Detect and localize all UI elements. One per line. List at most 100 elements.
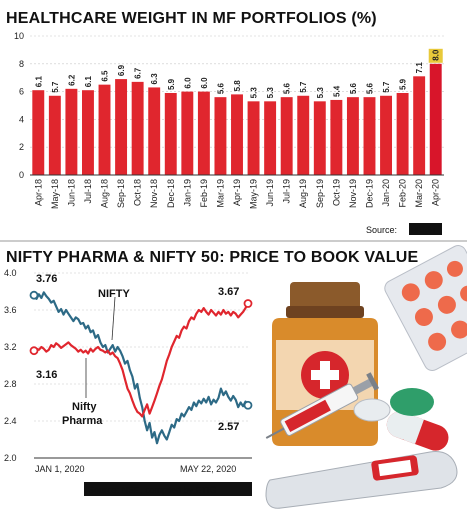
- bar-sep-18: [115, 79, 128, 175]
- series-line-nifty-pharma: [33, 302, 249, 418]
- bar-value-label-mar-19: 5.6: [216, 82, 225, 94]
- bar-value-highlight: [428, 48, 443, 63]
- nifty-start-label: 3.76: [36, 273, 57, 285]
- bar-nov-19: [346, 97, 359, 175]
- bar-x-tick-aug-19: Aug-19: [298, 179, 308, 208]
- marker-nifty-pharma-end: [243, 299, 253, 308]
- bar-x-tick-sep-19: Sep-19: [315, 179, 325, 208]
- bar-x-tick-feb-20: Feb-20: [398, 179, 408, 208]
- bar-x-tick-jan-19: Jan-19: [182, 179, 192, 207]
- brand-label: BCCL: [380, 443, 408, 454]
- bar-value-label-aug-19: 5.7: [299, 81, 308, 93]
- bar-value-label-sep-19: 5.3: [316, 87, 325, 99]
- marker-nifty-pharma-start: [29, 346, 39, 356]
- bar-feb-19: [197, 91, 210, 175]
- bar-jul-18: [81, 90, 94, 175]
- line-y-tick-2-0: 2.0: [4, 453, 17, 463]
- line-chart-markers: [29, 290, 253, 410]
- bar-x-tick-jan-20: Jan-20: [381, 179, 391, 207]
- bar-value-label-oct-19: 5.4: [332, 85, 341, 97]
- bar-chart-bars: [32, 63, 442, 175]
- bar-x-tick-nov-19: Nov-19: [348, 179, 358, 208]
- bar-value-label-may-18: 5.7: [51, 81, 60, 93]
- bar-may-19: [247, 101, 260, 175]
- bar-jun-18: [65, 88, 78, 175]
- bar-value-label-mar-20: 7.1: [415, 62, 424, 74]
- bar-value-label-may-19: 5.3: [250, 87, 259, 99]
- line-chart-title: NIFTY PHARMA & NIFTY 50: PRICE TO BOOK V…: [6, 249, 419, 266]
- bar-mar-20: [413, 76, 426, 175]
- bar-value-label-jul-19: 5.6: [283, 82, 292, 94]
- bar-x-tick-jun-18: Jun-18: [66, 179, 76, 207]
- bar-y-tick-6: 6: [19, 87, 24, 97]
- bar-chart-x-axis: Apr-18 May-18 Jun-18 Jul-18 Aug-18 Sep-18 Oct-…: [33, 179, 440, 209]
- x-end-label: MAY 22, 2020: [180, 464, 236, 474]
- tablet-icon: [353, 398, 391, 422]
- bar-value-label-dec-18: 5.9: [167, 78, 176, 90]
- line-y-tick-3-2: 3.2: [4, 342, 17, 352]
- bar-chart-value-labels: 6.1 5.7 6.2 6.1 6.5 6.9 6.7 6.3 5.9 6.0 6.0 5.6 5.8 5…: [34, 48, 443, 99]
- pharma-name-line1: Nifty: [72, 401, 97, 413]
- line-y-tick-2-8: 2.8: [4, 379, 17, 389]
- nifty-end-label: 2.57: [218, 421, 239, 433]
- bar-x-tick-feb-19: Feb-19: [199, 179, 209, 208]
- bar-feb-20: [396, 92, 409, 175]
- bar-x-tick-mar-20: Mar-20: [414, 179, 424, 208]
- bar-x-tick-dec-19: Dec-19: [364, 179, 374, 208]
- bar-sep-19: [313, 101, 326, 175]
- bar-y-tick-8: 8: [19, 59, 24, 69]
- bar-value-label-oct-18: 6.7: [134, 67, 143, 79]
- pharma-start-label: 3.16: [36, 369, 57, 381]
- bar-value-label-apr-18: 6.1: [34, 76, 43, 88]
- bar-value-label-apr-19: 5.8: [233, 80, 242, 92]
- bar-x-tick-oct-18: Oct-18: [133, 179, 143, 206]
- bar-nov-18: [148, 87, 161, 175]
- line-y-tick-4-0: 4.0: [4, 268, 17, 278]
- x-start-label: JAN 1, 2020: [35, 464, 85, 474]
- bar-value-label-jan-19: 6.0: [183, 77, 192, 89]
- bar-chart-title: HEALTHCARE WEIGHT IN MF PORTFOLIOS (%): [6, 10, 377, 27]
- bar-jun-19: [264, 101, 277, 175]
- bar-value-label-feb-20: 5.9: [399, 78, 408, 90]
- bar-aug-19: [297, 95, 310, 175]
- pharma-legend-callout: Nifty Pharma: [62, 358, 103, 427]
- medicine-illustration: BCCL: [265, 245, 467, 509]
- series-line-nifty: [33, 291, 249, 445]
- bar-x-tick-apr-20: Apr-20: [431, 179, 441, 206]
- bar-x-tick-apr-18: Apr-18: [33, 179, 43, 206]
- bar-x-tick-dec-18: Dec-18: [166, 179, 176, 208]
- bar-oct-18: [131, 81, 144, 175]
- bar-x-tick-oct-19: Oct-19: [331, 179, 341, 206]
- line-chart-grid: [34, 272, 248, 459]
- bar-apr-20: [429, 63, 442, 175]
- syringe-icon: [265, 372, 380, 439]
- bar-oct-19: [330, 99, 343, 175]
- line-source-note-bg: [84, 482, 252, 496]
- bar-aug-18: [98, 84, 111, 175]
- marker-nifty-end: [243, 400, 253, 410]
- pharma-name-line2: Pharma: [62, 415, 103, 427]
- pharma-end-label: 3.67: [218, 286, 239, 298]
- bar-x-tick-jun-19: Jun-19: [265, 179, 275, 207]
- line-y-tick-2-4: 2.4: [4, 416, 17, 426]
- bar-value-label-aug-18: 6.5: [101, 70, 110, 82]
- bar-y-tick-10: 10: [14, 31, 24, 41]
- nifty-legend-callout: NIFTY: [98, 288, 130, 341]
- bar-y-tick-0: 0: [19, 170, 24, 180]
- bar-apr-18: [32, 90, 45, 175]
- bar-value-label-jun-19: 5.3: [266, 87, 275, 99]
- bar-source-name-text: MOST: [411, 225, 438, 235]
- bar-may-18: [48, 95, 61, 175]
- bar-value-label-jun-18: 6.2: [67, 74, 76, 86]
- bar-value-label-nov-19: 5.6: [349, 82, 358, 94]
- line-y-tick-3-6: 3.6: [4, 305, 17, 315]
- bar-x-tick-jul-18: Jul-18: [83, 179, 93, 204]
- bar-value-label-feb-19: 6.0: [200, 77, 209, 89]
- bar-y-tick-2: 2: [19, 142, 24, 152]
- line-source-note: Source: NSE, compiled by ETIG: [88, 485, 217, 495]
- bar-value-label-jul-18: 6.1: [84, 76, 93, 88]
- bar-x-tick-may-18: May-18: [50, 179, 60, 209]
- bar-x-tick-jul-19: Jul-19: [282, 179, 292, 204]
- bar-source-name-highlight: [409, 223, 442, 235]
